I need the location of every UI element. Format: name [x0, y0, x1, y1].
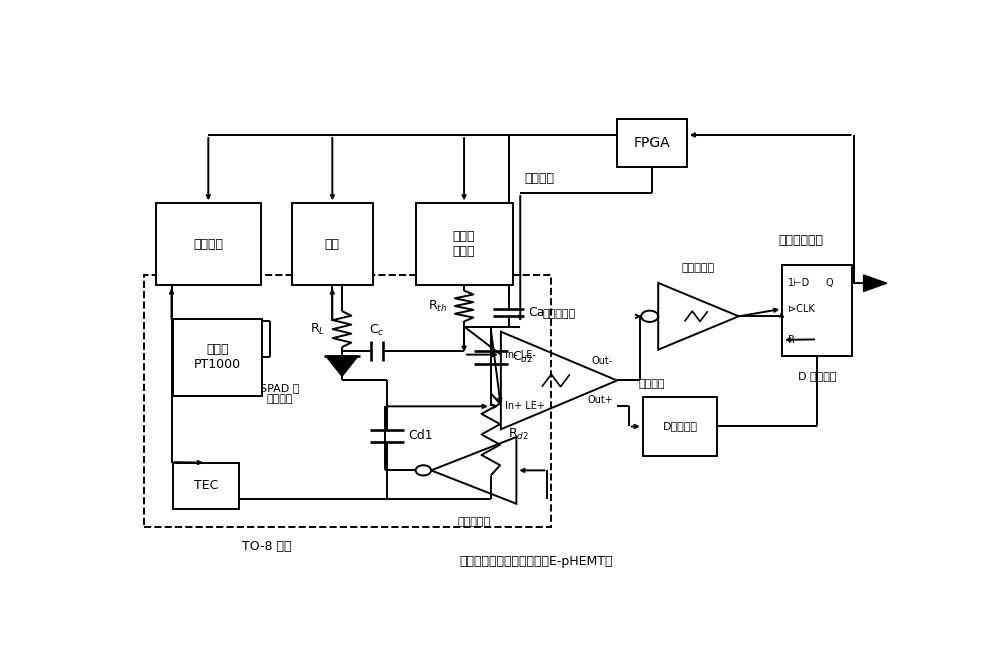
Text: 高速比较器: 高速比较器 [542, 309, 576, 319]
Text: In- LE-: In- LE- [505, 350, 536, 360]
Text: SPAD 光
电探测器: SPAD 光 电探测器 [260, 383, 300, 404]
Text: Ca: Ca [528, 305, 544, 319]
Text: 雪崩信号输出: 雪崩信号输出 [778, 234, 823, 247]
Text: 制冷控制: 制冷控制 [193, 238, 223, 251]
Text: R$_{d2}$: R$_{d2}$ [508, 427, 529, 442]
Text: FPGA: FPGA [634, 136, 670, 150]
Text: D 触发器一: D 触发器一 [798, 371, 836, 381]
Text: 恢复脉冲: 恢复脉冲 [639, 380, 665, 390]
Polygon shape [864, 275, 887, 291]
Text: In+ LE+: In+ LE+ [505, 402, 545, 412]
Text: TO-8 封装: TO-8 封装 [242, 540, 291, 553]
Bar [292, 203, 373, 285]
Bar [173, 319, 262, 396]
Text: 二级比较器: 二级比较器 [682, 263, 715, 273]
Text: R$_L$: R$_L$ [310, 321, 325, 337]
Text: Q: Q [825, 278, 833, 288]
Bar [173, 463, 239, 509]
Polygon shape [326, 356, 358, 376]
Text: 1⊢D: 1⊢D [788, 278, 811, 288]
Bar [156, 203, 261, 285]
Text: TEC: TEC [194, 480, 218, 492]
Text: Out-: Out- [592, 356, 613, 366]
Text: Cd1: Cd1 [409, 429, 433, 442]
Bar [617, 119, 687, 167]
Bar [643, 397, 717, 456]
Text: C$_c$: C$_c$ [369, 323, 385, 338]
Bar [782, 265, 852, 356]
Text: 偏压: 偏压 [325, 238, 340, 251]
Text: 关门脉冲: 关门脉冲 [524, 172, 554, 185]
Text: D触发器二: D触发器二 [662, 422, 697, 432]
Text: 铂电阻
PT1000: 铂电阻 PT1000 [194, 344, 241, 372]
Text: R$_{th}$: R$_{th}$ [428, 298, 447, 313]
Bar [144, 275, 551, 527]
Bar [416, 203, 512, 285]
Text: 赝配高电子迁移率晶体管（E-pHEMT）: 赝配高电子迁移率晶体管（E-pHEMT） [459, 555, 612, 568]
Text: 鉴别电
平调控: 鉴别电 平调控 [453, 230, 475, 258]
Text: 反向放大器: 反向放大器 [457, 516, 490, 526]
Text: R: R [788, 335, 795, 345]
Text: C$_{d2}$: C$_{d2}$ [512, 350, 534, 365]
Text: Out+: Out+ [588, 395, 613, 405]
Text: ⊳CLK: ⊳CLK [788, 303, 815, 313]
